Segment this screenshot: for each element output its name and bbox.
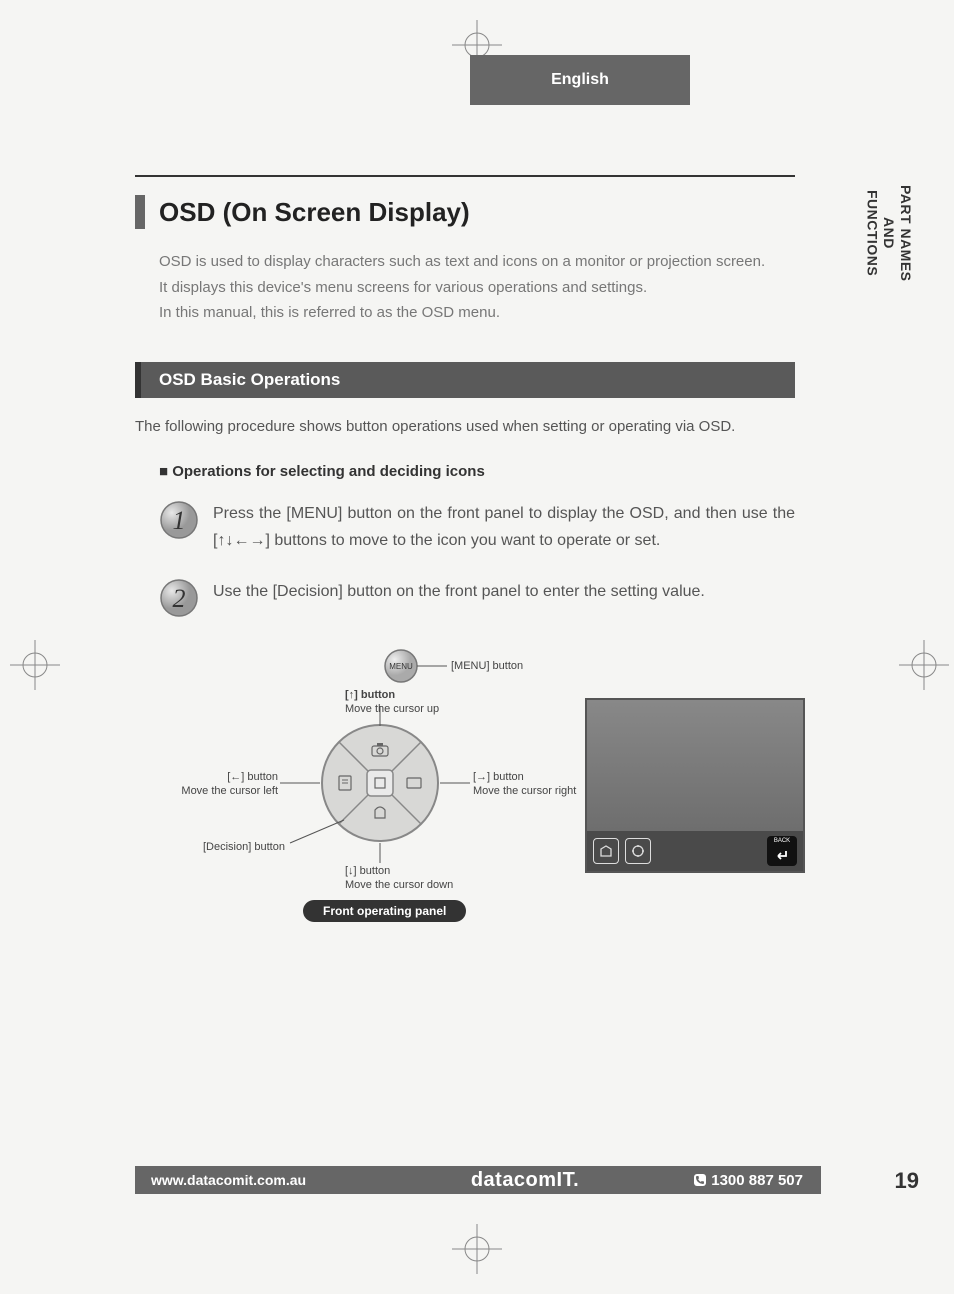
footer-brand: datacomIT. — [395, 1169, 655, 1192]
section-heading-bar: OSD Basic Operations — [135, 362, 795, 398]
front-panel-diagram: MENU [MENU] button [↑] button Move the c… — [135, 648, 795, 948]
menu-button-label: [MENU] button — [451, 659, 523, 673]
intro-text: OSD is used to display characters such a… — [159, 249, 795, 326]
down-button-title: [↓] button — [345, 865, 390, 877]
right-button-title: [→] button — [473, 771, 524, 783]
crop-mark-bottom — [452, 1224, 502, 1274]
svg-text:1: 1 — [173, 506, 186, 535]
right-button-label: [→] button Move the cursor right — [473, 770, 576, 799]
step-1-text: Press the [MENU] button on the front pan… — [213, 500, 795, 554]
page-title: OSD (On Screen Display) — [159, 197, 470, 228]
intro-line-3: In this manual, this is referred to as t… — [159, 304, 500, 321]
up-button-label: [↑] button Move the cursor up — [345, 688, 439, 717]
procedure-note: The following procedure shows button ope… — [135, 418, 795, 435]
footer-url: www.datacomit.com.au — [135, 1172, 395, 1188]
left-button-label: [←] button Move the cursor left — [173, 770, 278, 799]
step-2: 2 Use the [Decision] button on the front… — [159, 578, 795, 618]
side-tab-line1: PART NAMES — [898, 185, 914, 282]
left-button-title: [←] button — [227, 771, 278, 783]
osd-screen-illustration: BACK — [585, 698, 805, 873]
down-button-label: [↓] button Move the cursor down — [345, 864, 453, 893]
language-tab: English — [470, 55, 690, 105]
osd-back-button: BACK — [767, 836, 797, 866]
svg-text:2: 2 — [173, 584, 186, 613]
right-button-desc: Move the cursor right — [473, 785, 576, 797]
crop-mark-right — [899, 640, 949, 690]
side-tab-line2: AND — [881, 217, 897, 249]
footer-right-bar — [815, 1166, 821, 1194]
front-panel-caption: Front operating panel — [303, 900, 466, 922]
osd-icon-1 — [593, 838, 619, 864]
down-button-desc: Move the cursor down — [345, 879, 453, 891]
top-rule — [135, 175, 795, 177]
footer-phone-number: 1300 887 507 — [711, 1172, 803, 1189]
step-1: 1 Press the [MENU] button on the front p… — [159, 500, 795, 554]
up-button-desc: Move the cursor up — [345, 703, 439, 715]
decision-button-label: [Decision] button — [203, 840, 285, 854]
step-1-badge: 1 — [159, 500, 199, 540]
step-2-text: Use the [Decision] button on the front p… — [213, 578, 795, 618]
section-side-tab: PART NAMES AND FUNCTIONS — [864, 185, 914, 282]
phone-icon — [693, 1173, 707, 1187]
page-number: 19 — [895, 1168, 919, 1194]
page-footer: www.datacomit.com.au datacomIT. 1300 887… — [135, 1166, 815, 1194]
osd-back-label: BACK — [774, 838, 790, 844]
intro-line-1: OSD is used to display characters such a… — [159, 253, 765, 270]
osd-bottom-bar: BACK — [587, 831, 803, 871]
operations-subheading: ■ Operations for selecting and deciding … — [159, 463, 795, 480]
step-2-badge: 2 — [159, 578, 199, 618]
side-tab-line3: FUNCTIONS — [864, 190, 880, 276]
up-button-title: [↑] button — [345, 689, 395, 701]
osd-icon-2 — [625, 838, 651, 864]
crop-mark-left — [10, 640, 60, 690]
intro-line-2: It displays this device's menu screens f… — [159, 279, 647, 296]
left-button-desc: Move the cursor left — [181, 785, 278, 797]
footer-phone: 1300 887 507 — [655, 1172, 815, 1189]
h1-accent-bar — [135, 195, 145, 229]
